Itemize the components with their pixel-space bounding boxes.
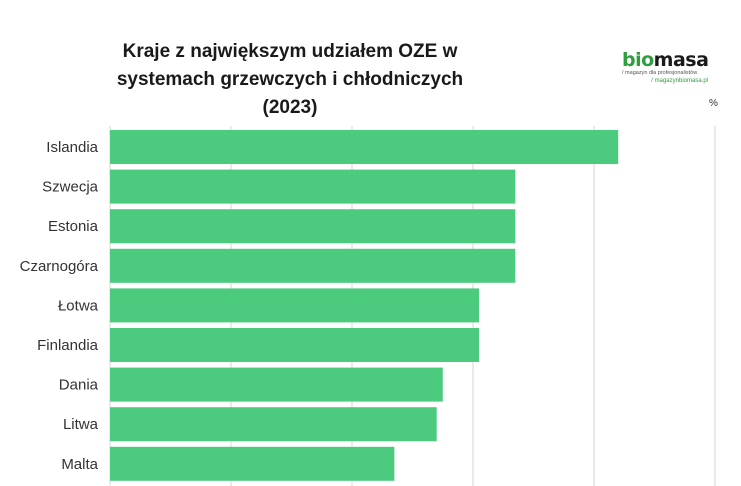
chart-title: Kraje z największym udziałem OZE w syste…: [90, 38, 490, 122]
logo-url: / magazynbiomasa.pl: [651, 78, 708, 84]
category-label: Czarnogóra: [20, 258, 99, 275]
bar: [110, 209, 516, 244]
bar: [110, 328, 480, 362]
unit-label: %: [709, 98, 718, 109]
bar: [110, 130, 619, 164]
category-label: Litwa: [63, 416, 99, 433]
chart-title-line-1: Kraje z największym udziałem OZE w: [122, 41, 458, 62]
category-label: Islandia: [46, 139, 98, 156]
bar: [110, 446, 395, 481]
category-label: Finlandia: [37, 337, 99, 354]
category-label: Łotwa: [58, 297, 99, 314]
bar: [110, 248, 516, 283]
category-label: Dania: [59, 377, 99, 394]
logo-wordmark: biomasa: [622, 50, 722, 70]
logo-bio-text: bio: [622, 49, 654, 71]
logo-tagline: / magazyn dla profesjonalistów: [622, 70, 698, 76]
category-label: Szwecja: [42, 179, 99, 196]
bar: [110, 288, 480, 323]
category-label: Malta: [61, 456, 98, 473]
bar: [110, 169, 516, 204]
bar: [110, 367, 443, 402]
category-label: Estonia: [48, 218, 99, 235]
chart-title-line-2: systemach grzewczych i chłodniczych (202…: [116, 69, 464, 118]
biomasa-logo: biomasa / magazyn dla profesjonalistów /…: [622, 50, 722, 85]
logo-masa-text: masa: [653, 49, 709, 71]
bar: [110, 407, 437, 442]
